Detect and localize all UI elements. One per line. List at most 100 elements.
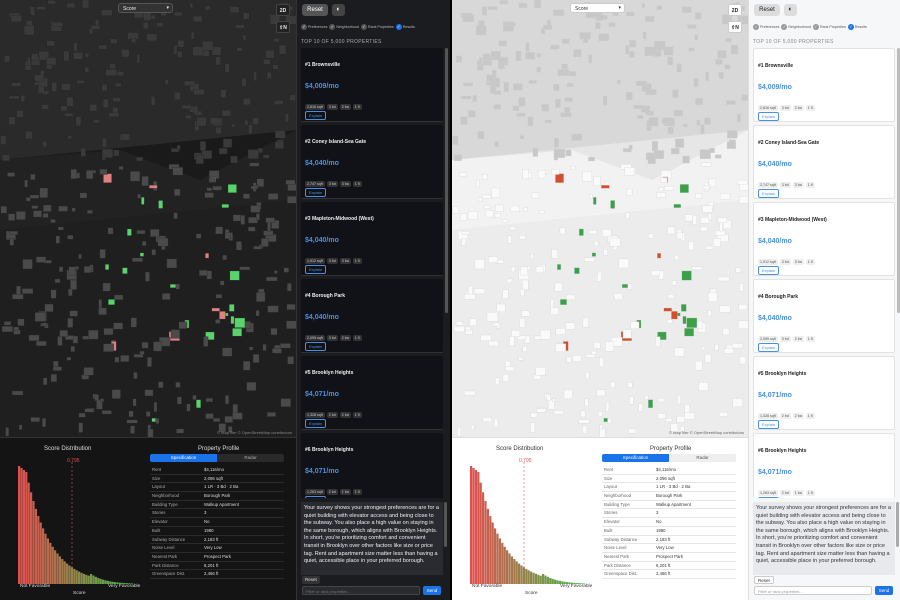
step-rank-properties[interactable]: ✓ Rank Properties — [360, 24, 394, 30]
map-building[interactable] — [42, 141, 47, 147]
map-building[interactable] — [580, 410, 586, 418]
map-building[interactable] — [246, 382, 257, 391]
step-results[interactable]: ✓ Results — [847, 24, 867, 30]
map-building[interactable] — [644, 46, 656, 56]
map-building[interactable] — [193, 15, 203, 23]
map-building[interactable] — [89, 104, 97, 112]
map-building[interactable] — [218, 423, 227, 433]
map-building[interactable] — [486, 74, 497, 82]
map-building[interactable] — [57, 226, 64, 231]
map-building[interactable] — [141, 176, 149, 187]
map-building[interactable] — [13, 329, 21, 335]
map-building[interactable] — [638, 403, 643, 412]
map-building[interactable] — [453, 154, 462, 161]
map-building[interactable] — [287, 283, 292, 292]
map-building[interactable] — [271, 220, 280, 229]
map-building[interactable] — [55, 235, 60, 244]
map-building[interactable] — [13, 326, 20, 331]
map-building[interactable] — [633, 105, 644, 109]
map-building[interactable] — [128, 410, 134, 418]
map-building[interactable] — [267, 222, 271, 232]
map-building[interactable] — [67, 135, 72, 140]
map-building[interactable] — [627, 382, 633, 388]
map-building[interactable] — [266, 276, 278, 282]
map-building[interactable] — [534, 0, 542, 9]
map-building[interactable] — [196, 399, 201, 409]
map-building[interactable] — [717, 50, 727, 59]
map-building[interactable] — [682, 316, 687, 324]
map-building[interactable] — [732, 398, 743, 407]
map-building[interactable] — [525, 42, 530, 52]
filter-input[interactable]: Filter or rank properties... — [754, 586, 872, 595]
map-building[interactable] — [142, 240, 147, 246]
map-building[interactable] — [103, 328, 114, 335]
map-building[interactable] — [460, 116, 468, 125]
map-building[interactable] — [599, 357, 604, 367]
map-building[interactable] — [699, 149, 711, 159]
map-building[interactable] — [692, 215, 697, 225]
map-building[interactable] — [550, 307, 559, 315]
map-building[interactable] — [286, 304, 296, 310]
map-building[interactable] — [130, 171, 141, 182]
map-building[interactable] — [719, 222, 723, 232]
map-building[interactable] — [98, 307, 107, 315]
map-building[interactable] — [462, 15, 474, 23]
map-building[interactable] — [24, 179, 28, 188]
map-building[interactable] — [202, 40, 214, 51]
map-building[interactable] — [714, 344, 719, 351]
map-building[interactable] — [457, 427, 461, 437]
map-building[interactable] — [52, 22, 64, 27]
map-building[interactable] — [279, 343, 291, 349]
map-building[interactable] — [553, 410, 564, 415]
map-building[interactable] — [30, 6, 35, 16]
map-building[interactable] — [578, 419, 590, 424]
map-building[interactable] — [80, 148, 86, 157]
map-building[interactable] — [177, 396, 182, 405]
map-building[interactable] — [150, 228, 160, 237]
map-building[interactable] — [78, 253, 82, 259]
map-building[interactable] — [147, 428, 154, 437]
map-building[interactable] — [41, 104, 49, 110]
map-building[interactable] — [688, 47, 695, 52]
map-building[interactable] — [139, 252, 144, 257]
map-building[interactable] — [502, 374, 510, 382]
map-building[interactable] — [25, 197, 31, 202]
map-building[interactable] — [232, 404, 238, 414]
map-building[interactable] — [455, 321, 464, 326]
map-building[interactable] — [676, 63, 682, 73]
map-building[interactable] — [603, 249, 608, 256]
map-building[interactable] — [724, 348, 734, 354]
map-building[interactable] — [50, 219, 56, 223]
map-building[interactable] — [588, 156, 595, 162]
map-building[interactable] — [607, 418, 612, 424]
map-building[interactable] — [684, 214, 693, 222]
map-building[interactable] — [137, 193, 141, 199]
map-building[interactable] — [58, 266, 64, 273]
map-building[interactable] — [9, 231, 18, 235]
map-building[interactable] — [33, 210, 42, 218]
map-building[interactable] — [554, 98, 561, 108]
map-building[interactable] — [166, 258, 177, 269]
map-building[interactable] — [507, 235, 512, 244]
map-building[interactable] — [175, 382, 181, 388]
result-card[interactable]: #2 Coney Island-Sea Gate $4,040/mo 2,747 s… — [301, 125, 443, 199]
map-building[interactable] — [510, 205, 520, 212]
map-building[interactable] — [609, 237, 621, 247]
explain-button[interactable]: Explain — [758, 266, 780, 275]
map-building[interactable] — [132, 257, 143, 262]
result-card[interactable]: #3 Mapleton-Midwood (West) $4,040/mo 1,912… — [301, 202, 443, 276]
map-building[interactable] — [157, 237, 169, 247]
map-building[interactable] — [495, 204, 504, 212]
map-building[interactable] — [184, 80, 196, 86]
map-building[interactable] — [88, 329, 99, 340]
map-building[interactable] — [256, 292, 266, 302]
map-building[interactable] — [674, 254, 679, 261]
map-building[interactable] — [286, 320, 296, 329]
map-building[interactable] — [156, 22, 164, 27]
map-building[interactable] — [141, 197, 145, 205]
map-building[interactable] — [196, 117, 207, 127]
map-building[interactable] — [452, 135, 459, 145]
map-building[interactable] — [730, 44, 739, 55]
chat-scrollbar[interactable] — [896, 502, 899, 547]
map-building[interactable] — [494, 377, 500, 386]
